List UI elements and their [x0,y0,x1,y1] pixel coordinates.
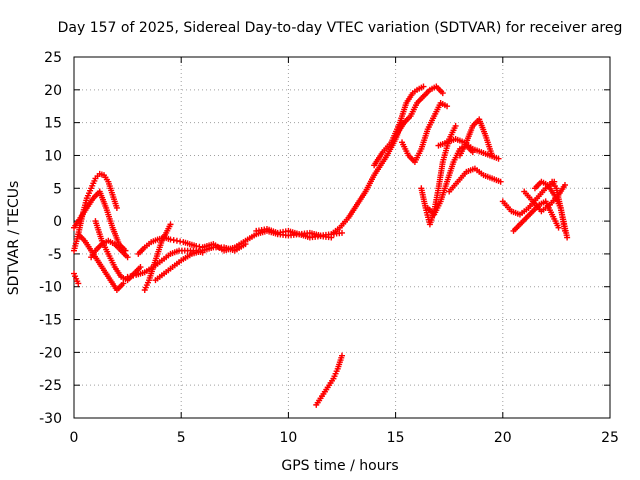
y-tick-label: 20 [44,83,62,99]
x-axis-label: GPS time / hours [281,458,398,474]
data-markers [71,83,571,408]
data-point [137,264,144,271]
data-point [120,280,127,287]
y-tick-label: -5 [48,247,62,263]
x-tick-label: 20 [494,430,512,446]
data-point [469,149,476,156]
y-tick-label: -20 [39,345,62,361]
data-point [561,181,568,188]
data-point [452,122,459,129]
y-tick-label: 25 [44,50,62,66]
y-tick-label: -10 [39,280,62,296]
y-tick-label: -15 [39,313,62,329]
data-point [561,227,568,234]
x-tick-label: 0 [70,430,79,446]
y-axis-label: SDTVAR / TECUs [6,181,22,296]
y-tick-label: 15 [44,116,62,132]
chart-title: Day 157 of 2025, Sidereal Day-to-day VTE… [58,20,623,36]
x-tick-label: 5 [177,430,186,446]
x-tick-label: 15 [387,430,405,446]
y-tick-label: 0 [53,214,62,230]
x-tick-label: 10 [279,430,297,446]
data-point [339,229,345,236]
data-point [124,254,131,261]
y-tick-label: -25 [39,378,62,394]
data-point [420,83,427,90]
data-point [339,352,345,359]
data-point [167,221,174,228]
data-point [439,90,446,97]
axis-ticks: 0 5 10 15 20 25 -30 -25 -20 -15 -10 -5 0 5 10 15 20 25 [39,50,619,446]
data-point [495,155,502,162]
data-point [497,178,504,185]
data-point [564,234,571,241]
y-tick-label: -30 [39,411,62,427]
plot-frame [73,56,611,419]
data-point [75,280,82,287]
x-tick-label: 25 [601,430,619,446]
y-tick-label: 5 [53,181,62,197]
data-point [444,103,451,110]
data-point [555,224,562,231]
grid-lines [74,57,610,418]
y-tick-label: 10 [44,148,62,164]
data-point [489,152,496,159]
data-point [113,204,120,211]
